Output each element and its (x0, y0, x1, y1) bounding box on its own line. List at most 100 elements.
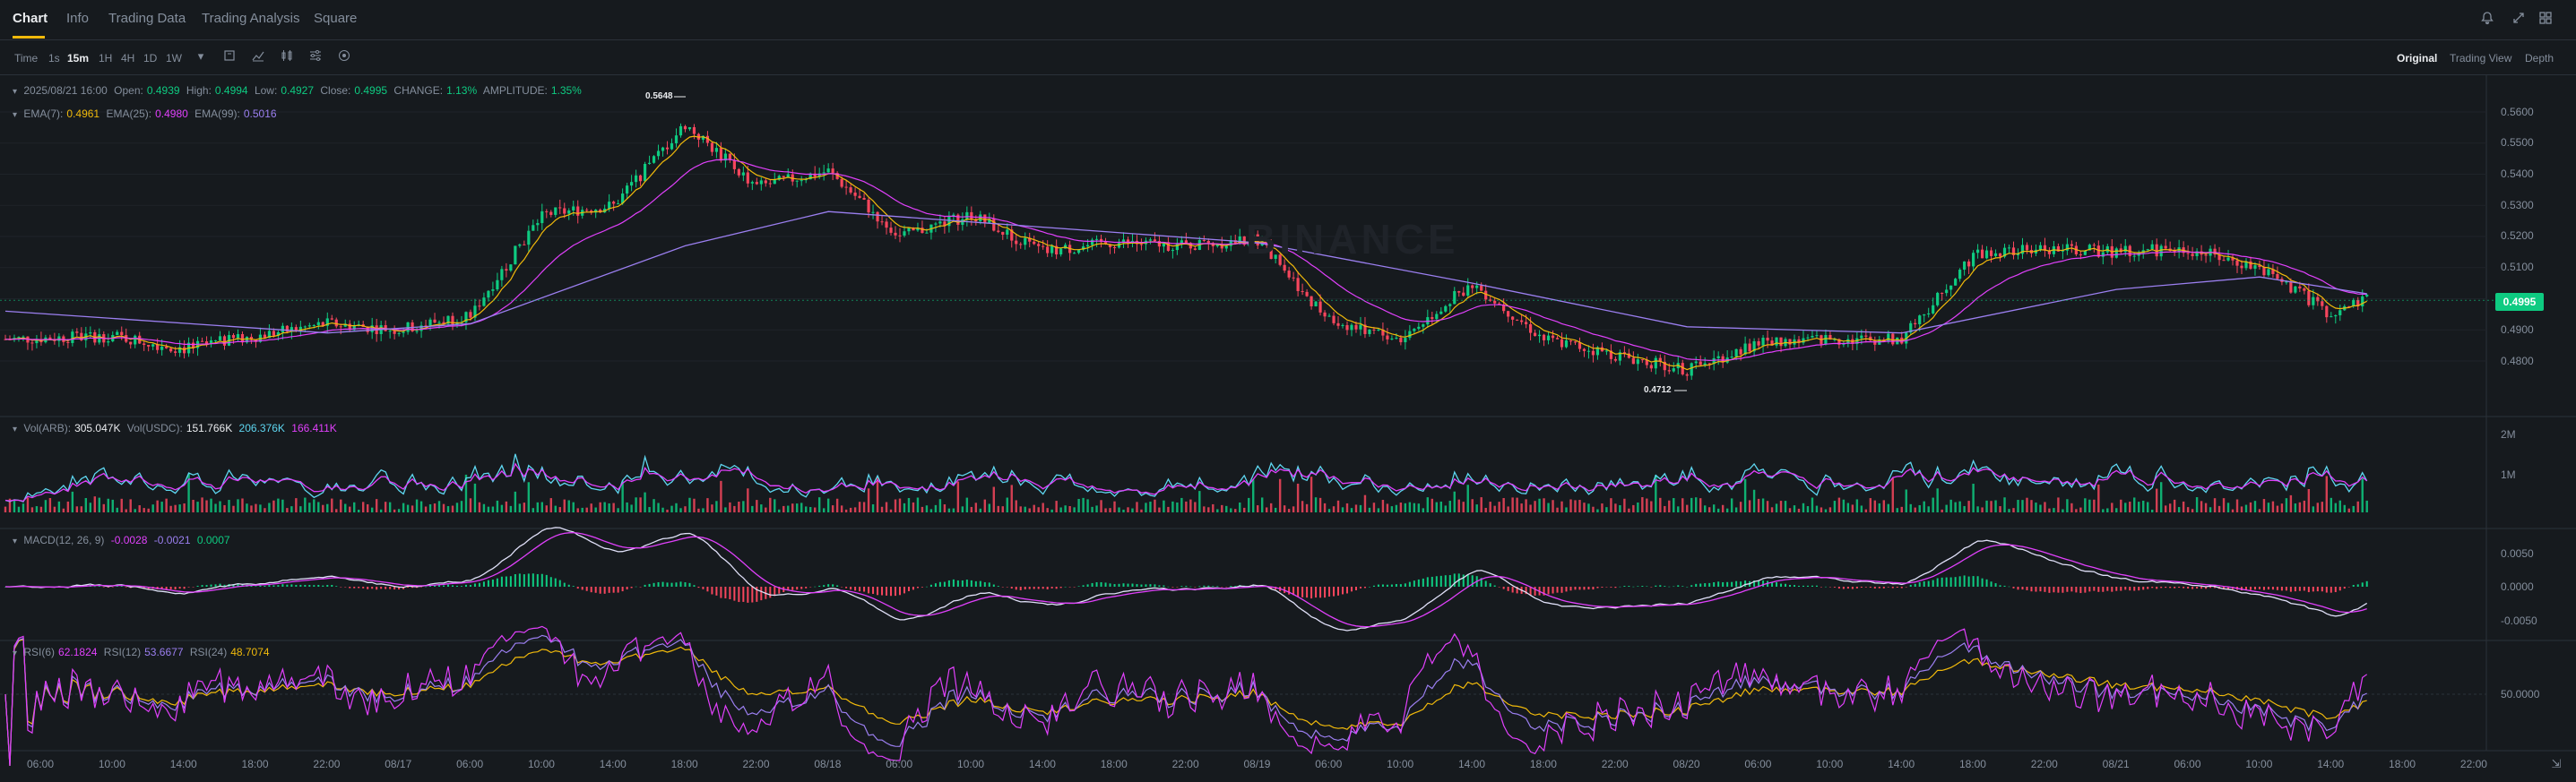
settings-icon[interactable] (308, 49, 323, 64)
compare-icon[interactable] (280, 49, 294, 64)
candle-up (1090, 239, 1094, 245)
macd-histogram-bar (921, 587, 923, 588)
volume-bar (809, 507, 812, 512)
volume-bar (1797, 508, 1801, 512)
tab-chart[interactable]: Chart (13, 11, 48, 26)
view-trading-view[interactable]: Trading View (2450, 52, 2512, 64)
macd-histogram-bar (590, 587, 592, 593)
volume-bar (1954, 502, 1957, 512)
candle-down (2325, 305, 2329, 318)
more-intervals-icon[interactable]: ▾ (197, 49, 204, 63)
volume-bar (1837, 497, 1841, 512)
candle-up (1404, 338, 1407, 343)
macd-histogram-bar (1489, 583, 1491, 587)
interval-1d[interactable]: 1D (143, 52, 158, 64)
volume-bar (947, 508, 951, 512)
macd-histogram-bar (832, 584, 834, 587)
macd-histogram-bar (2241, 587, 2243, 591)
candle-down (1042, 245, 1045, 247)
volume-bar (214, 503, 217, 512)
macd-histogram-bar (205, 585, 208, 587)
volume-bar (1417, 503, 1421, 512)
candle-down (683, 125, 687, 130)
macd-histogram-bar (545, 574, 548, 587)
macd-histogram-bar (362, 587, 365, 589)
volume-bar (281, 499, 284, 512)
tab-info[interactable]: Info (66, 11, 90, 26)
collapse-icon[interactable]: ▾ (13, 649, 18, 658)
volume-bar (2106, 508, 2109, 512)
macd-histogram-bar (455, 585, 458, 587)
rsi6-value: 62.1824 (58, 646, 98, 658)
candle-down (2249, 261, 2252, 269)
macd-histogram-bar (536, 573, 539, 587)
tab-trading-data[interactable]: Trading Data (108, 11, 186, 26)
macd-histogram-bar (496, 578, 498, 587)
candle-down (1001, 231, 1005, 236)
candle-down (2096, 245, 2100, 257)
expand-icon[interactable] (2510, 11, 2528, 29)
price-tick: 0.5300 (2501, 199, 2534, 211)
candle-down (2186, 253, 2190, 254)
macd-histogram-bar (670, 582, 673, 587)
interval-1h[interactable]: 1H (99, 52, 113, 64)
candle-up (1672, 368, 1675, 372)
indicator-icon[interactable] (251, 49, 265, 64)
macd-histogram-bar (886, 587, 888, 596)
tab-trading-analysis[interactable]: Trading Analysis (202, 11, 300, 26)
bell-icon[interactable] (2478, 11, 2496, 29)
view-depth[interactable]: Depth (2525, 52, 2554, 64)
candle-up (1359, 324, 1362, 330)
time-tick: 18:00 (1958, 758, 1986, 770)
candle-down (1457, 291, 1461, 293)
volume-bar (1140, 509, 1143, 512)
collapse-icon[interactable]: ▾ (13, 87, 18, 97)
grid-icon[interactable] (2537, 11, 2554, 29)
volume-bar (1475, 504, 1478, 512)
collapse-icon[interactable]: ▾ (13, 537, 18, 546)
volume-bar (590, 503, 592, 512)
volume-bar (1587, 503, 1590, 512)
volume-bar (1381, 500, 1385, 512)
candle-down (1019, 244, 1023, 245)
view-original[interactable]: Original (2397, 52, 2438, 64)
interval-4h[interactable]: 4H (121, 52, 135, 64)
macd-histogram-bar (393, 587, 396, 590)
macd-histogram-bar (787, 587, 790, 591)
candle-down (1010, 229, 1014, 241)
macd-histogram-bar (1776, 581, 1778, 587)
volume-bar (178, 504, 181, 512)
volume-bar (451, 505, 454, 512)
capture-icon[interactable] (337, 49, 351, 64)
volume-bar (2316, 503, 2320, 512)
macd-histogram-bar (514, 574, 516, 587)
macd-histogram-bar (1207, 585, 1210, 587)
candle-down (1528, 323, 1533, 333)
macd-histogram-bar (304, 584, 307, 587)
collapse-icon[interactable]: ▾ (13, 110, 18, 120)
rsi24-value: 48.7074 (230, 646, 270, 658)
candle-type-icon[interactable] (222, 49, 237, 64)
axis-settings-icon[interactable]: ⇲ (2551, 757, 2562, 770)
interval-1w[interactable]: 1W (166, 52, 182, 64)
macd-histogram-bar (863, 587, 866, 592)
interval-1s[interactable]: 1s (48, 52, 60, 64)
volume-bar (747, 488, 749, 512)
macd-histogram-bar (2200, 587, 2203, 589)
macd-histogram-bar (630, 587, 633, 589)
volume-bar (322, 504, 324, 512)
time-tick: 10:00 (1387, 758, 1414, 770)
collapse-icon[interactable]: ▾ (13, 425, 18, 434)
tab-square[interactable]: Square (314, 11, 358, 26)
interval-15m[interactable]: 15m (67, 52, 90, 64)
volume-bar (1189, 499, 1192, 512)
volume-bar (379, 509, 383, 512)
candle-up (1251, 234, 1255, 245)
candle-up (2123, 245, 2127, 253)
volume-bar (532, 508, 535, 512)
macd-histogram-bar (1708, 582, 1711, 587)
macd-histogram-bar (823, 585, 826, 587)
candle-up (325, 318, 329, 326)
volume-bar (1525, 499, 1527, 512)
